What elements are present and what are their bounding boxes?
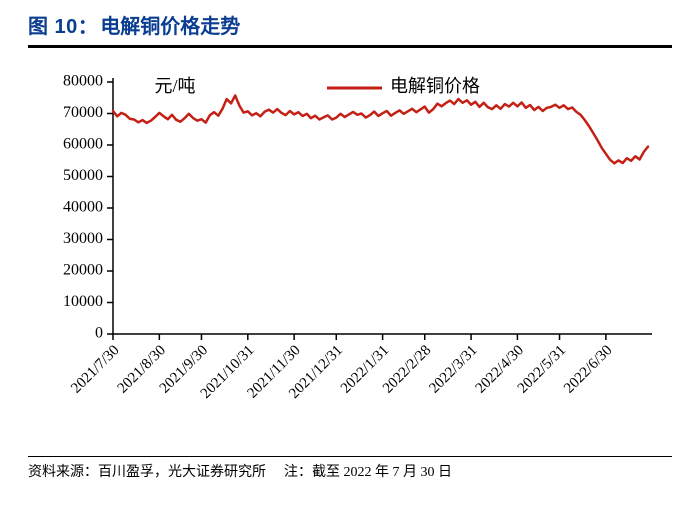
source-line: 资料来源：百川盈孚，光大证券研究所 注：截至 2022 年 7 月 30 日 <box>28 457 672 481</box>
svg-text:10000: 10000 <box>63 293 103 310</box>
figure-number: 图 10： <box>28 16 98 38</box>
figure-container: 图 10：电解铜价格走势 0 10000 20000 30000 40000 50000 6… <box>0 0 700 481</box>
svg-text:2022/6/30: 2022/6/30 <box>561 342 615 396</box>
svg-text:2021/7/30: 2021/7/30 <box>68 342 122 396</box>
svg-text:60000: 60000 <box>63 136 103 153</box>
svg-text:元/吨: 元/吨 <box>154 76 195 96</box>
title-underline <box>28 45 672 48</box>
svg-text:40000: 40000 <box>63 199 103 216</box>
note-prefix: 注： <box>284 465 312 480</box>
source-text: 百川盈孚，光大证券研究所 <box>98 465 266 480</box>
chart-area: 0 10000 20000 30000 40000 50000 60000 70000 8000… <box>28 54 668 454</box>
svg-text:0: 0 <box>95 325 103 342</box>
note-text: 截至 2022 年 7 月 30 日 <box>312 465 452 480</box>
svg-text:30000: 30000 <box>63 230 103 247</box>
svg-text:50000: 50000 <box>63 167 103 184</box>
svg-text:80000: 80000 <box>63 73 103 90</box>
figure-title-row: 图 10：电解铜价格走势 <box>28 10 672 45</box>
price-line-chart: 0 10000 20000 30000 40000 50000 60000 70000 8000… <box>28 54 668 454</box>
source-prefix: 资料来源： <box>28 465 98 480</box>
svg-text:2022/3/31: 2022/3/31 <box>426 342 480 396</box>
svg-text:20000: 20000 <box>63 262 103 279</box>
svg-text:电解铜价格: 电解铜价格 <box>390 76 480 96</box>
svg-text:70000: 70000 <box>63 104 103 121</box>
figure-title: 电解铜价格走势 <box>100 16 240 38</box>
